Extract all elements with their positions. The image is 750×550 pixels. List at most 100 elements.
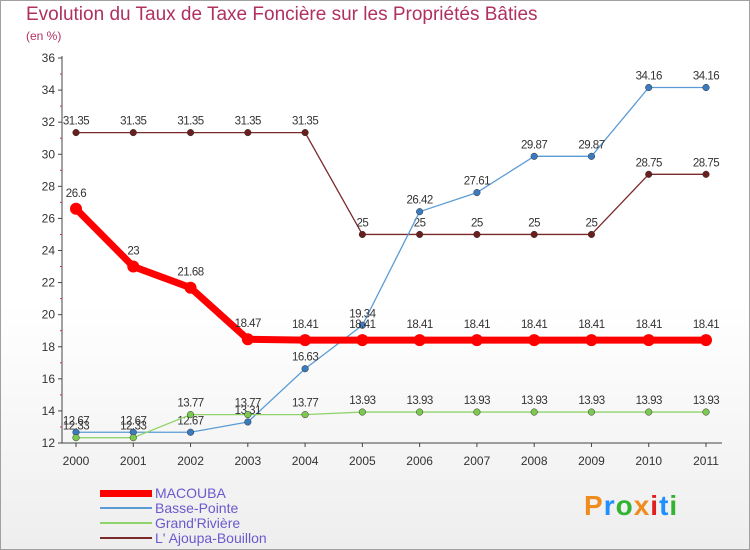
x-tick-label: 2011 xyxy=(693,454,719,468)
legend-swatch xyxy=(100,489,152,497)
data-label: 12.33 xyxy=(120,421,146,433)
data-point xyxy=(127,260,140,273)
data-label: 13.93 xyxy=(636,395,662,407)
data-point xyxy=(473,230,481,239)
data-point xyxy=(473,189,481,197)
x-tick-label: 2000 xyxy=(63,454,90,468)
logo-letter: r xyxy=(603,490,616,521)
legend-label: MACOUBA xyxy=(155,485,226,501)
data-label: 13.93 xyxy=(406,395,432,407)
data-label: 13.77 xyxy=(235,398,261,410)
data-point xyxy=(301,365,309,373)
y-tick-label: 16 xyxy=(42,372,56,386)
chart-title: Evolution du Taux de Taxe Foncière sur l… xyxy=(26,4,538,25)
data-point xyxy=(587,230,596,239)
x-tick-label: 2007 xyxy=(464,454,491,468)
data-label: 12.67 xyxy=(177,415,203,427)
x-tick-label: 2003 xyxy=(234,454,261,468)
y-tick-label: 26 xyxy=(42,211,56,225)
legend-swatch xyxy=(100,537,152,539)
data-label: 13.93 xyxy=(464,395,490,407)
data-point xyxy=(530,408,538,416)
y-tick-label: 22 xyxy=(42,276,56,290)
data-label: 23 xyxy=(127,246,139,258)
data-point xyxy=(416,208,424,216)
data-point xyxy=(702,408,710,416)
data-label: 18.41 xyxy=(578,319,604,331)
logo-letter: x xyxy=(633,490,651,521)
data-point xyxy=(241,333,254,346)
data-point xyxy=(244,418,252,426)
data-point xyxy=(413,334,426,347)
data-point xyxy=(301,129,309,137)
data-label: 18.41 xyxy=(349,319,375,331)
data-label: 19.34 xyxy=(349,308,376,320)
data-label: 13.93 xyxy=(349,395,375,407)
data-label: 18.41 xyxy=(521,319,547,331)
y-tick-label: 18 xyxy=(42,340,56,354)
series-line-l-ajoupa-bouillon xyxy=(75,131,707,236)
x-tick-label: 2005 xyxy=(349,454,376,468)
data-point xyxy=(72,434,80,442)
data-label: 31.35 xyxy=(177,116,203,128)
data-label: 31.35 xyxy=(235,116,261,128)
data-label: 13.77 xyxy=(177,398,203,410)
data-point xyxy=(473,408,481,416)
chart-subtitle: (en %) xyxy=(26,29,62,43)
x-tick-label: 2010 xyxy=(635,454,662,468)
data-point xyxy=(530,230,538,239)
data-label: 28.75 xyxy=(693,157,719,169)
data-point xyxy=(528,334,541,347)
data-label: 31.35 xyxy=(120,116,146,128)
series-line-basse-pointe xyxy=(75,86,707,433)
x-tick-label: 2009 xyxy=(578,454,605,468)
data-label: 18.41 xyxy=(636,319,662,331)
data-point xyxy=(416,408,424,416)
data-label: 13.93 xyxy=(578,395,604,407)
data-point xyxy=(587,408,596,416)
x-tick-label: 2008 xyxy=(521,454,548,468)
data-point xyxy=(244,129,252,137)
data-label: 26.6 xyxy=(66,188,86,200)
data-label: 25 xyxy=(356,217,368,229)
data-point xyxy=(301,411,309,419)
data-label: 31.35 xyxy=(292,116,318,128)
data-label: 18.41 xyxy=(406,319,432,331)
y-tick-label: 30 xyxy=(42,147,56,161)
data-point xyxy=(645,408,653,416)
legend-swatch xyxy=(100,507,152,509)
data-label: 25 xyxy=(586,217,598,229)
data-label: 21.68 xyxy=(177,267,203,279)
data-label: 25 xyxy=(528,217,540,229)
logo-letter: o xyxy=(615,490,634,521)
data-label: 18.47 xyxy=(235,318,261,330)
y-tick-label: 12 xyxy=(42,436,56,450)
data-point xyxy=(70,202,82,215)
data-point xyxy=(244,411,252,419)
data-point xyxy=(186,129,195,137)
data-point xyxy=(416,230,424,239)
data-label: 13.77 xyxy=(292,398,318,410)
data-label: 16.63 xyxy=(292,352,318,364)
x-tick-label: 2006 xyxy=(406,454,433,468)
series-line-macouba xyxy=(72,205,710,344)
data-label: 13.93 xyxy=(693,395,719,407)
data-label: 29.87 xyxy=(521,139,547,151)
y-tick-label: 34 xyxy=(42,83,56,97)
data-point xyxy=(587,152,596,160)
data-label: 18.41 xyxy=(464,319,490,331)
data-point xyxy=(645,83,653,92)
y-tick-label: 36 xyxy=(42,51,56,65)
data-point xyxy=(585,334,598,347)
data-point xyxy=(642,334,655,347)
logo-letter: i xyxy=(650,490,660,521)
proxiti-logo: Proxiti xyxy=(584,490,678,522)
data-point xyxy=(129,129,137,137)
data-point xyxy=(356,334,369,347)
x-tick-label: 2004 xyxy=(292,454,319,468)
data-point xyxy=(186,411,195,419)
data-label: 18.41 xyxy=(292,319,318,331)
legend-label: L' Ajoupa-Bouillon xyxy=(155,530,267,546)
legend-label: Basse-Pointe xyxy=(155,500,239,516)
